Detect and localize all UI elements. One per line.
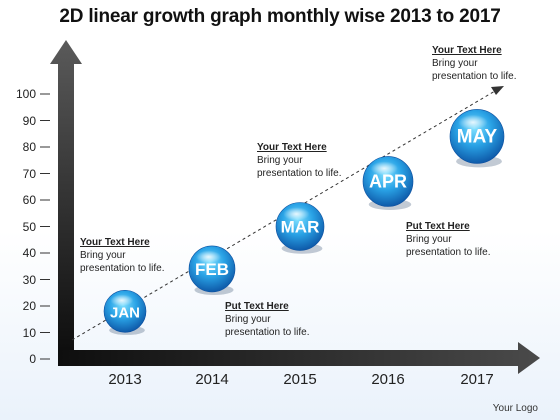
- y-tick-label: 20: [22, 299, 36, 313]
- bubble-highlight: [370, 161, 398, 176]
- bubble-mar: MAR: [275, 202, 325, 254]
- y-tick-label: 90: [22, 113, 36, 128]
- bubble-may: MAY: [449, 109, 505, 168]
- bubble-label: MAR: [281, 218, 320, 237]
- trend-line: [71, 90, 496, 341]
- y-tick-label: 80: [22, 140, 36, 154]
- bubble-highlight: [283, 207, 310, 221]
- callout-title: Put Text Here: [225, 301, 289, 312]
- callout-1: Your Text Here Bring your presentation t…: [80, 236, 165, 275]
- x-axis: [58, 342, 540, 374]
- y-tick-label: 0: [29, 352, 36, 366]
- y-axis: [50, 40, 82, 350]
- bubble-feb: FEB: [188, 245, 236, 295]
- y-tick-label: 40: [22, 246, 36, 260]
- bubble-label: APR: [369, 171, 407, 191]
- page-title: 2D linear growth graph monthly wise 2013…: [59, 6, 501, 27]
- callout-5: Your Text Here Bring your presentation t…: [432, 44, 517, 83]
- x-tick-label: 2015: [283, 371, 317, 388]
- callout-body: Bring your presentation to life.: [406, 234, 491, 258]
- x-tick-label: 2017: [460, 371, 494, 388]
- callout-body: Bring your presentation to life.: [225, 314, 310, 338]
- bubble-jan: JAN: [103, 289, 147, 335]
- callout-title: Your Text Here: [257, 142, 327, 153]
- callout-body: Bring your presentation to life.: [432, 58, 517, 82]
- y-tick-label: 50: [22, 219, 36, 234]
- callout-4: Put Text Here Bring your presentation to…: [406, 220, 491, 259]
- bubble-highlight: [458, 114, 488, 130]
- y-tick-label: 60: [22, 193, 36, 207]
- bubble-label: JAN: [110, 304, 140, 321]
- bubble-label: MAY: [457, 126, 498, 147]
- x-tick-label: 2013: [108, 371, 142, 388]
- y-tick-label: 100: [15, 87, 36, 101]
- footer-logo-text: Your Logo: [492, 403, 538, 414]
- x-tick-label: 2014: [195, 371, 229, 388]
- bubble-label: FEB: [195, 260, 229, 279]
- callout-title: Put Text Here: [406, 221, 470, 232]
- callout-body: Bring your presentation to life.: [80, 250, 165, 274]
- bubble-highlight: [110, 294, 134, 307]
- callout-2: Put Text Here Bring your presentation to…: [225, 300, 310, 339]
- callout-title: Your Text Here: [80, 237, 150, 248]
- x-tick-label: 2016: [371, 371, 405, 388]
- y-tick-label: 70: [22, 166, 36, 181]
- y-tick-label: 30: [22, 272, 36, 287]
- bubble-apr: APR: [362, 156, 414, 210]
- callout-body: Bring your presentation to life.: [257, 155, 342, 179]
- callout-title: Your Text Here: [432, 45, 502, 56]
- callout-3: Your Text Here Bring your presentation t…: [257, 141, 342, 180]
- bubble-highlight: [195, 250, 222, 264]
- y-tick-label: 10: [22, 325, 36, 340]
- trend-arrowhead: [491, 86, 504, 95]
